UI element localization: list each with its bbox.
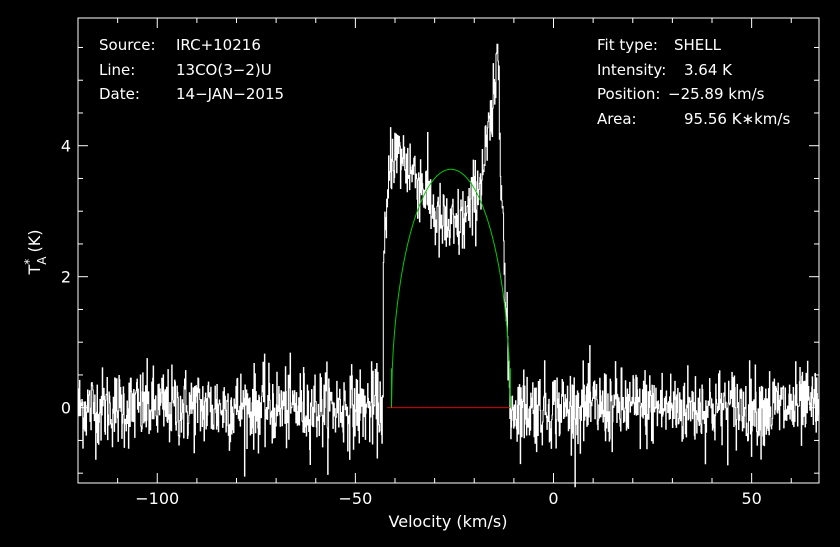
info-date-value: 14−JAN−2015 (176, 85, 284, 103)
fit-series (390, 168, 511, 408)
x-axis-label: Velocity (km/s) (389, 512, 508, 531)
info-area-key: Area: (597, 110, 637, 128)
x-tick-label: −50 (338, 489, 372, 508)
info-area-value: 95.56 K∗km/s (684, 110, 790, 128)
info-source-key: Source: (99, 36, 156, 54)
info-right-panel: Fit type: SHELL Intensity: 3.64 K Positi… (597, 36, 790, 128)
x-tick-label: −100 (135, 489, 179, 508)
info-fit-type-value: SHELL (674, 36, 722, 54)
spectrum-trace (77, 43, 820, 488)
y-axis-label-sub: A (35, 256, 49, 265)
info-position-value: −25.89 km/s (668, 85, 765, 103)
info-date-key: Date: (99, 85, 140, 103)
spectrum-series (77, 43, 820, 488)
svg-text:T*A(K): T*A (K) (22, 230, 49, 276)
y-axis-label-super: * (22, 259, 36, 265)
fit-curve (390, 168, 511, 408)
y-tick-label: 2 (61, 268, 71, 287)
axis-ticks (77, 18, 819, 483)
plot-frame (77, 17, 820, 484)
info-position-key: Position: (597, 85, 660, 103)
y-axis-label-main: T (25, 264, 44, 275)
info-fit-type-key: Fit type: (597, 36, 658, 54)
info-source-value: IRC+10216 (176, 36, 261, 54)
y-axis-label: T*A (K) (22, 230, 49, 276)
y-tick-label: 0 (61, 399, 71, 418)
y-tick-label: 4 (61, 137, 71, 156)
info-intensity-key: Intensity: (597, 61, 666, 79)
x-tick-label: 50 (741, 489, 761, 508)
y-axis-label-unit: (K) (25, 230, 44, 253)
info-line-value: 13CO(3−2)U (176, 61, 272, 79)
info-line-key: Line: (99, 61, 135, 79)
axis-tick-labels: −100 −50 0 50 0 2 4 (61, 137, 762, 508)
info-left-panel: Source: IRC+10216 Line: 13CO(3−2)U Date:… (99, 36, 284, 103)
x-tick-label: 0 (548, 489, 558, 508)
info-intensity-value: 3.64 K (684, 61, 733, 79)
